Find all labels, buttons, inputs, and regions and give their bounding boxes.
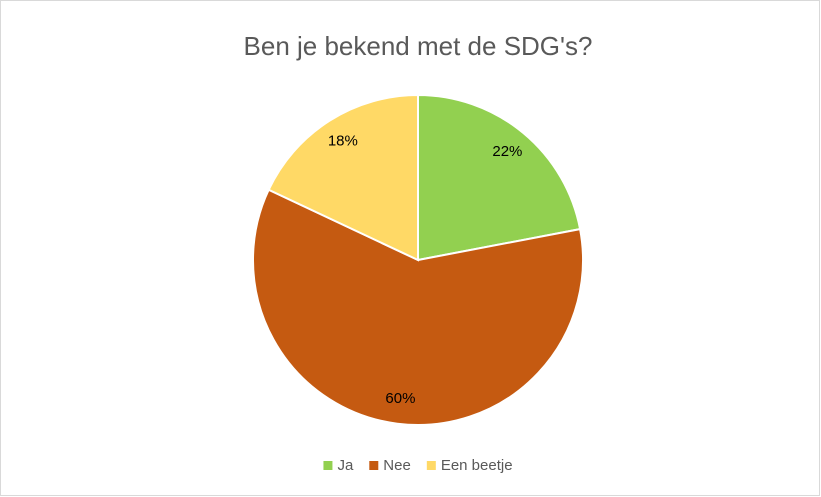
- legend-label: Nee: [383, 457, 411, 474]
- chart-title: Ben je bekend met de SDG's?: [244, 31, 593, 61]
- legend-label: Ja: [337, 457, 354, 474]
- legend-label: Een beetje: [441, 457, 513, 474]
- pie-slice: [252, 188, 584, 426]
- pie-slice: [417, 93, 582, 262]
- legend-swatch: [323, 461, 333, 470]
- legend-swatch: [369, 461, 379, 470]
- pie-slice: [267, 93, 419, 262]
- data-label: 22%: [492, 143, 522, 160]
- legend-swatch: [426, 461, 436, 470]
- data-label: 60%: [385, 390, 415, 407]
- data-label: 18%: [328, 133, 358, 150]
